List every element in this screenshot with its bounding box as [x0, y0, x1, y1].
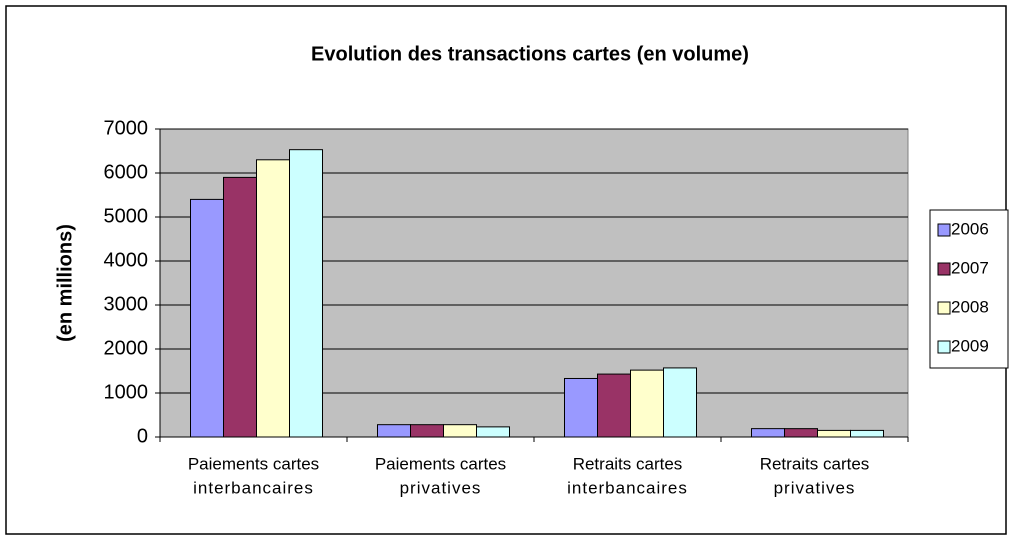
legend-label: 2006 — [951, 219, 989, 238]
y-tick-label: 7000 — [104, 117, 149, 139]
bar — [630, 369, 664, 438]
bar — [564, 377, 598, 438]
bar — [817, 429, 851, 438]
bar — [784, 428, 818, 438]
legend-swatch — [937, 223, 951, 237]
bar — [289, 149, 323, 438]
y-tick-label: 1000 — [104, 381, 149, 403]
bar — [256, 159, 290, 438]
legend-label: 2009 — [951, 336, 989, 355]
x-tick-label: Paiements cartes — [375, 454, 506, 473]
x-tick-label: Paiements cartes — [188, 454, 319, 473]
legend-label: 2007 — [951, 258, 989, 277]
y-tick-label: 3000 — [104, 293, 149, 315]
bar — [410, 424, 444, 438]
x-tick-label: Retraits cartes — [573, 454, 683, 473]
legend-swatch — [937, 301, 951, 315]
bar — [377, 424, 411, 438]
y-tick-label: 2000 — [104, 337, 149, 359]
legend-swatch — [937, 262, 951, 276]
bar — [190, 198, 224, 438]
chart-title: Evolution des transactions cartes (en vo… — [311, 43, 749, 65]
x-tick-label: privatives — [774, 478, 856, 497]
y-tick-label: 5000 — [104, 205, 149, 227]
x-tick-label: Retraits cartes — [760, 454, 870, 473]
bar — [663, 367, 697, 438]
legend-swatch — [937, 340, 951, 354]
x-tick-label: privatives — [400, 478, 482, 497]
legend-label: 2008 — [951, 297, 989, 316]
bar — [850, 429, 884, 438]
bar — [751, 428, 785, 438]
bar — [597, 373, 631, 438]
y-tick-label: 6000 — [104, 161, 149, 183]
y-tick-label: 0 — [137, 425, 148, 447]
x-tick-label: interbancaires — [567, 478, 688, 497]
x-tick-label: interbancaires — [193, 478, 314, 497]
bar — [443, 424, 477, 438]
bar — [223, 176, 257, 438]
y-tick-label: 4000 — [104, 249, 149, 271]
bar — [476, 426, 510, 438]
y-axis-label: (en millions) — [54, 224, 76, 342]
